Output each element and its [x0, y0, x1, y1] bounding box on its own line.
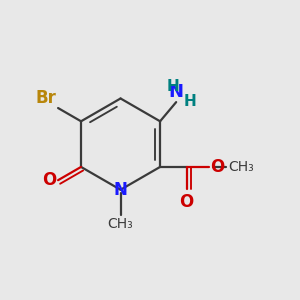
- Text: CH₃: CH₃: [228, 160, 253, 174]
- Text: H: H: [167, 79, 180, 94]
- Text: O: O: [179, 193, 194, 211]
- Text: H: H: [183, 94, 196, 109]
- Text: N: N: [169, 83, 184, 101]
- Text: O: O: [210, 158, 224, 176]
- Text: CH₃: CH₃: [108, 217, 134, 231]
- Text: N: N: [114, 181, 128, 199]
- Text: O: O: [42, 171, 56, 189]
- Text: Br: Br: [36, 88, 57, 106]
